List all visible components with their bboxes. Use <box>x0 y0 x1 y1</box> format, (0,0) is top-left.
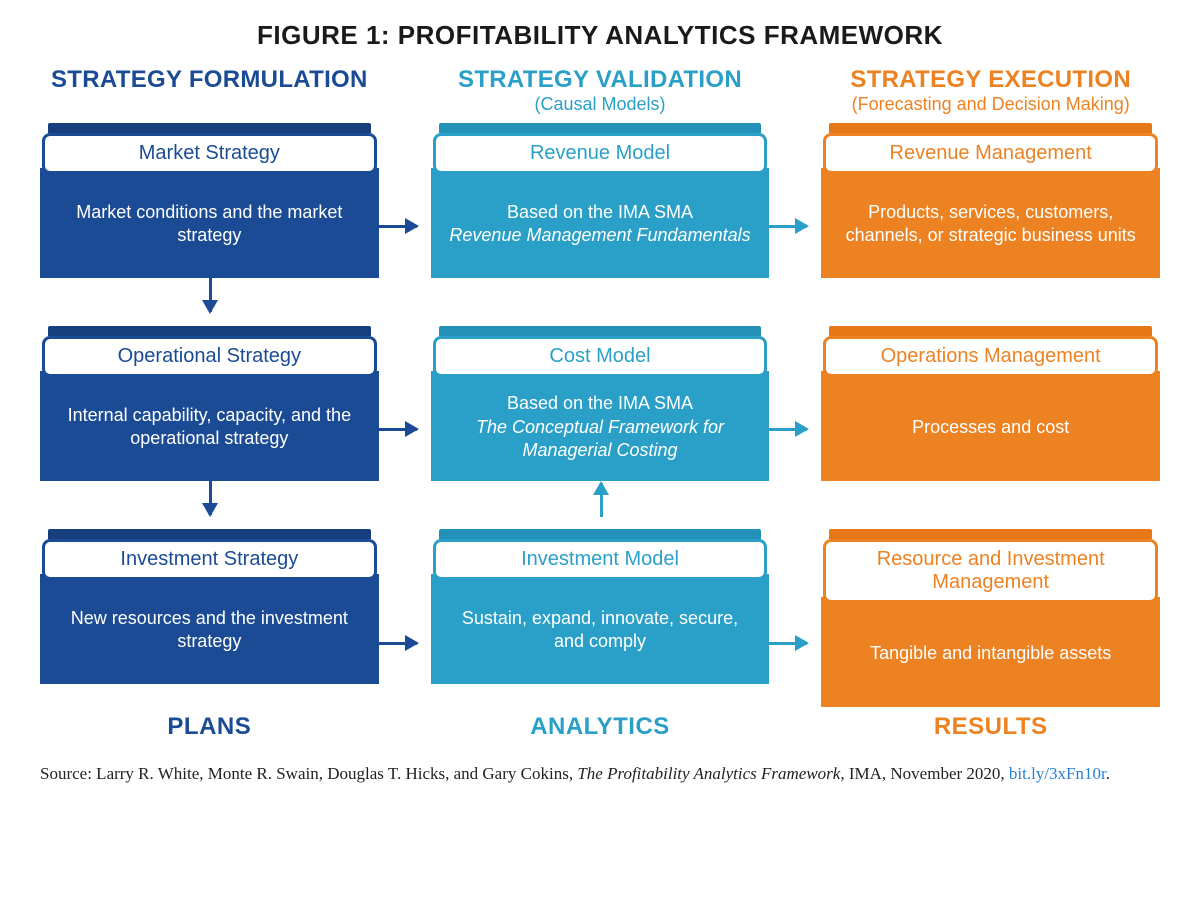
col-header-formulation: STRATEGY FORMULATION <box>40 67 379 115</box>
grid-cell: Operations Management Processes and cost <box>821 326 1160 481</box>
box-body: Internal capability, capacity, and the o… <box>40 371 379 481</box>
arrow-right-icon <box>769 642 807 645</box>
source-citation: Source: Larry R. White, Monte R. Swain, … <box>40 763 1160 786</box>
box-label: Operational Strategy <box>42 336 377 377</box>
box-label: Revenue Management <box>823 133 1158 174</box>
box-label: Revenue Model <box>433 133 768 174</box>
col-footer-plans: PLANS <box>40 713 379 741</box>
col-header-main: STRATEGY EXECUTION <box>821 67 1160 93</box>
box-body-italic: Revenue Management Fundamentals <box>449 224 750 247</box>
box-label: Cost Model <box>433 336 768 377</box>
rows-container: Market Strategy Market conditions and the… <box>40 123 1160 707</box>
col-footer-results: RESULTS <box>821 713 1160 741</box>
col-header-sub: (Forecasting and Decision Making) <box>821 94 1160 115</box>
grid-cell: Market Strategy Market conditions and the… <box>40 123 379 278</box>
box-body: Products, services, customers, channels,… <box>821 168 1160 278</box>
box-body: New resources and the investment strateg… <box>40 574 379 684</box>
arrow-right-icon <box>379 428 417 431</box>
source-prefix: Source: Larry R. White, Monte R. Swain, … <box>40 764 577 783</box>
box: Revenue Management Products, services, cu… <box>821 123 1160 278</box>
box-tab <box>439 529 762 539</box>
arrow-right-icon <box>769 428 807 431</box>
source-italic: The Profitability Analytics Framework <box>577 764 840 783</box>
box: Cost ModelBased on the IMA SMAThe Concep… <box>431 326 770 481</box>
box-body-text: Based on the IMA SMA <box>507 201 693 224</box>
source-suffix: , IMA, November 2020, <box>840 764 1009 783</box>
grid-cell: Investment Strategy New resources and the… <box>40 529 379 707</box>
box-tab <box>439 123 762 133</box>
box: Operational Strategy Internal capability,… <box>40 326 379 481</box>
box-tab <box>48 529 371 539</box>
col-header-execution: STRATEGY EXECUTION (Forecasting and Deci… <box>821 67 1160 115</box>
arrow-down-icon <box>209 278 212 312</box>
arrow-right-icon <box>379 642 417 645</box>
box-body-text: Processes and cost <box>912 416 1069 439</box>
box-body: Based on the IMA SMARevenue Management F… <box>431 168 770 278</box>
grid-cell: Investment Model Sustain, expand, innovat… <box>431 529 770 707</box>
box-label: Investment Model <box>433 539 768 580</box>
box-body: Based on the IMA SMAThe Conceptual Frame… <box>431 371 770 481</box>
source-end: . <box>1106 764 1110 783</box>
box-label: Operations Management <box>823 336 1158 377</box>
col-header-main: STRATEGY VALIDATION <box>431 67 770 93</box>
col-header-validation: STRATEGY VALIDATION (Causal Models) <box>431 67 770 115</box>
box-tab <box>829 529 1152 539</box>
box-body-text: Based on the IMA SMA <box>507 392 693 415</box>
figure-title: FIGURE 1: PROFITABILITY ANALYTICS FRAMEW… <box>40 20 1160 51</box>
box-body: Tangible and intangible assets <box>821 597 1160 707</box>
box-body: Market conditions and the market strateg… <box>40 168 379 278</box>
box-tab <box>48 326 371 336</box>
box: Revenue ModelBased on the IMA SMARevenue… <box>431 123 770 278</box>
box-body-text: Internal capability, capacity, and the o… <box>54 404 365 451</box>
arrow-down-icon <box>209 481 212 515</box>
box-tab <box>829 123 1152 133</box>
box-label: Resource and Investment Management <box>823 539 1158 603</box>
grid-cell: Revenue Management Products, services, cu… <box>821 123 1160 278</box>
box-label: Market Strategy <box>42 133 377 174</box>
col-header-sub: (Causal Models) <box>431 94 770 115</box>
box: Operations Management Processes and cost <box>821 326 1160 481</box>
grid-row: Investment Strategy New resources and the… <box>40 529 1160 707</box>
grid-row: Operational Strategy Internal capability,… <box>40 326 1160 481</box>
grid-cell: Cost ModelBased on the IMA SMAThe Concep… <box>431 326 770 481</box>
box-body-text: Sustain, expand, innovate, secure, and c… <box>445 607 756 654</box>
arrow-right-icon <box>379 225 417 228</box>
box: Investment Model Sustain, expand, innovat… <box>431 529 770 684</box>
box-label: Investment Strategy <box>42 539 377 580</box>
box-body: Sustain, expand, innovate, secure, and c… <box>431 574 770 684</box>
box-tab <box>439 326 762 336</box>
column-headers: STRATEGY FORMULATION STRATEGY VALIDATION… <box>40 67 1160 115</box>
box: Resource and Investment Management Tangib… <box>821 529 1160 707</box>
box-body-text: Market conditions and the market strateg… <box>54 201 365 248</box>
box-body-text: Tangible and intangible assets <box>870 642 1111 665</box>
col-header-main: STRATEGY FORMULATION <box>40 67 379 93</box>
grid-cell: Revenue ModelBased on the IMA SMARevenue… <box>431 123 770 278</box>
box-body: Processes and cost <box>821 371 1160 481</box>
box: Market Strategy Market conditions and the… <box>40 123 379 278</box>
box-tab <box>48 123 371 133</box>
box: Investment Strategy New resources and the… <box>40 529 379 684</box>
col-footer-analytics: ANALYTICS <box>431 713 770 741</box>
arrow-up-icon <box>600 483 603 517</box>
grid-cell: Resource and Investment Management Tangib… <box>821 529 1160 707</box>
arrow-right-icon <box>769 225 807 228</box>
box-tab <box>829 326 1152 336</box>
column-footers: PLANS ANALYTICS RESULTS <box>40 713 1160 741</box>
grid-cell: Operational Strategy Internal capability,… <box>40 326 379 481</box>
framework-grid: STRATEGY FORMULATION STRATEGY VALIDATION… <box>40 67 1160 741</box>
box-body-text: Products, services, customers, channels,… <box>835 201 1146 248</box>
box-body-text: New resources and the investment strateg… <box>54 607 365 654</box>
box-body-italic: The Conceptual Framework for Managerial … <box>445 416 756 463</box>
source-link[interactable]: bit.ly/3xFn10r <box>1009 764 1106 783</box>
grid-row: Market Strategy Market conditions and the… <box>40 123 1160 278</box>
